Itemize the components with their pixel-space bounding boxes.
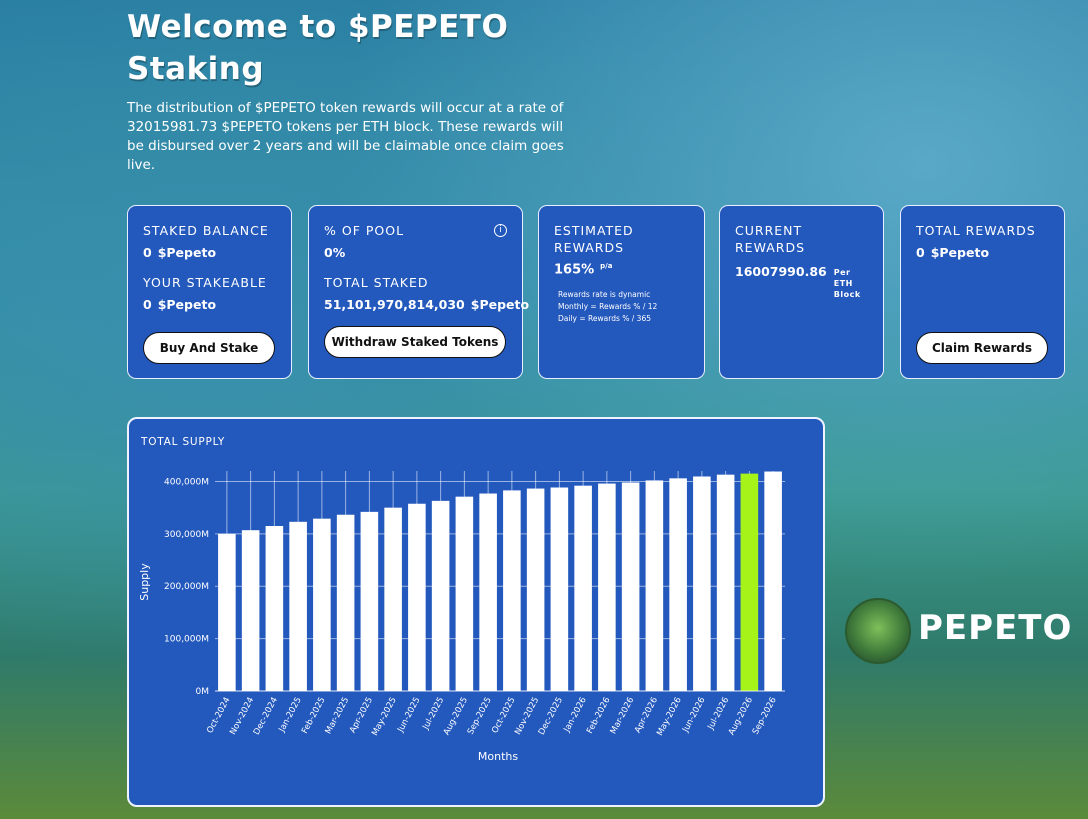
info-icon[interactable]: i	[494, 224, 507, 237]
x-tick-label: Jan-2025	[277, 696, 304, 735]
unit: $Pepeto	[157, 297, 217, 312]
unit: $Pepeto	[930, 245, 990, 260]
card-value: 16007990.86 Per ETH Block	[735, 264, 868, 300]
card: ESTIMATED REWARDS 165% p/a Rewards rate i…	[538, 205, 705, 379]
x-tick-label: Oct-2025	[490, 696, 517, 735]
page-title: Welcome to $PEPETO Staking	[127, 9, 509, 87]
brand-logo	[845, 598, 911, 664]
value: 165%	[554, 262, 595, 278]
x-tick-label: Jul-2026	[706, 696, 732, 732]
card-value: 165% p/a	[554, 262, 689, 277]
brand-name: PEPETO	[918, 608, 1073, 648]
x-tick-label: Apr-2025	[348, 696, 375, 735]
bar	[265, 526, 284, 691]
unit: $Pepeto	[157, 245, 217, 260]
value: 0	[143, 245, 152, 260]
bar	[645, 480, 664, 691]
x-tick-label: Jul-2025	[421, 696, 447, 732]
bar	[289, 521, 307, 691]
y-axis-label: Supply	[138, 563, 151, 601]
x-tick-label: Sep-2026	[751, 696, 779, 737]
bar	[716, 474, 735, 691]
bar	[455, 496, 474, 691]
card-label: YOUR STAKEABLE	[143, 275, 267, 290]
y-tick-label: 200,000M	[164, 582, 209, 592]
bar	[621, 482, 640, 691]
card-label: ESTIMATED REWARDS	[554, 223, 634, 255]
unit: Per ETH Block	[833, 268, 861, 299]
note: Daily = Rewards % / 365	[558, 314, 651, 324]
bar	[384, 507, 402, 691]
bar	[241, 530, 260, 691]
description: The distribution of $PEPETO token reward…	[127, 100, 564, 173]
x-axis-label: Months	[478, 750, 518, 763]
y-tick-label: 300,000M	[164, 530, 209, 540]
x-tick-label: Dec-2024	[252, 696, 280, 737]
card-value: 0%	[324, 245, 346, 260]
bar	[218, 533, 236, 691]
x-tick-label: Apr-2026	[633, 696, 660, 735]
bar	[669, 478, 687, 691]
card-label: % OF POOL	[324, 223, 405, 238]
x-tick-label: Jun-2025	[395, 696, 422, 735]
button[interactable]: Withdraw Staked Tokens	[324, 326, 506, 358]
bar	[598, 483, 616, 691]
x-tick-label: May-2026	[655, 696, 684, 738]
value: 0	[916, 245, 925, 260]
note: Rewards rate is dynamic	[558, 290, 651, 300]
bar	[574, 485, 592, 691]
card-value: 0 $Pepeto	[916, 245, 1049, 260]
x-tick-label: Oct-2024	[205, 696, 232, 735]
bar	[313, 518, 331, 691]
card-label: STAKED BALANCE	[143, 223, 269, 238]
bar	[693, 476, 711, 691]
bar	[408, 503, 426, 691]
bar	[479, 493, 497, 691]
y-tick-label: 0M	[196, 687, 210, 697]
card-value: 51,101,970,814,030 $Pepeto	[324, 297, 529, 312]
card-label: TOTAL STAKED	[324, 275, 429, 290]
bar	[503, 490, 521, 691]
value: 16007990.86	[735, 264, 827, 279]
unit: $Pepeto	[470, 297, 530, 312]
x-tick-label: Jun-2026	[680, 696, 707, 735]
y-tick-label: 400,000M	[164, 477, 209, 487]
bar	[360, 511, 379, 691]
card-value: 0 $Pepeto	[143, 245, 276, 260]
card-label: CURRENT REWARDS	[735, 223, 806, 255]
notes: Rewards rate is dynamic Monthly = Reward…	[554, 289, 689, 325]
note: Monthly = Rewards % / 12	[558, 302, 658, 312]
chart: TOTAL SUPPLY Supply Months 0M 100,000M 200…	[138, 436, 785, 763]
card: TOTAL REWARDS 0 $Pepeto Claim Rewards	[900, 205, 1065, 379]
bar	[526, 488, 545, 691]
button[interactable]: Claim Rewards	[916, 332, 1048, 364]
bar	[550, 487, 569, 691]
x-tick-label: May-2025	[370, 696, 399, 738]
bar	[431, 500, 450, 691]
chart-title: TOTAL SUPPLY	[140, 436, 225, 448]
bar	[764, 471, 782, 691]
bar	[336, 514, 355, 691]
bar	[740, 473, 759, 691]
card: i % OF POOL 0% TOTAL STAKED 51,101,970,8…	[308, 205, 529, 379]
button[interactable]: Buy And Stake	[143, 332, 275, 364]
y-tick-label: 100,000M	[164, 635, 209, 645]
card: STAKED BALANCE 0 $Pepeto YOUR STAKEABLE 0…	[127, 205, 292, 379]
chart-panel: TOTAL SUPPLY Supply Months 0M 100,000M 200…	[127, 417, 825, 807]
x-tick-label: Jan-2026	[562, 696, 589, 735]
card: CURRENT REWARDS 16007990.86 Per ETH Bloc…	[719, 205, 884, 379]
value: 0	[143, 297, 152, 312]
card-value: 0 $Pepeto	[143, 297, 276, 312]
unit: p/a	[600, 262, 613, 270]
value: 51,101,970,814,030	[324, 297, 465, 312]
card-label: TOTAL REWARDS	[916, 223, 1036, 238]
x-tick-label: Dec-2025	[537, 696, 565, 737]
